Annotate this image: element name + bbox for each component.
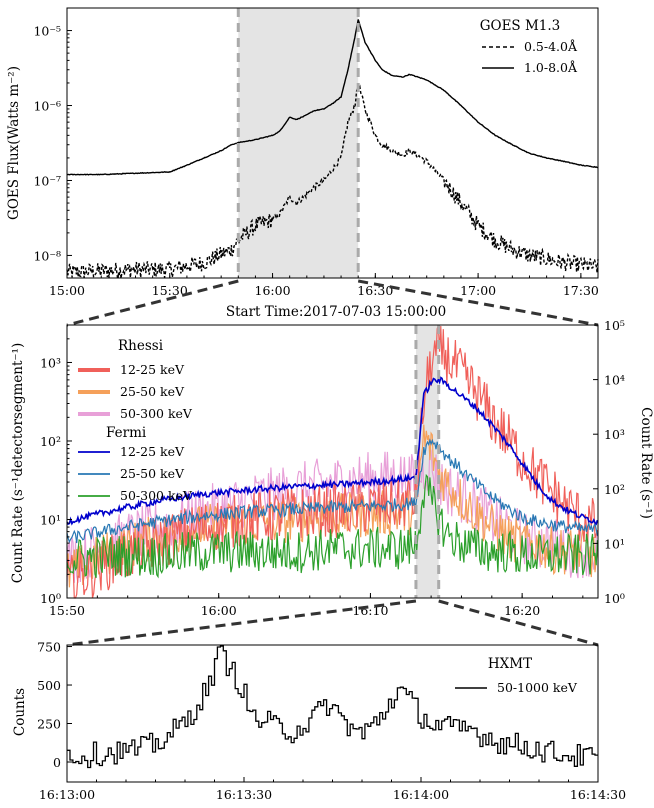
fermi-legend-label-3: 50-300 keV [120, 488, 193, 503]
zoom-connector-right-1 [357, 279, 599, 327]
goes-x-tick-2: 16:00 [255, 283, 291, 298]
goes-series-line-1 [66, 83, 599, 279]
goes-highlight-span [238, 8, 359, 278]
hxmt-panel: 16:13:00 16:13:30 16:14:00 16:14:30 0 250 500… [12, 640, 626, 802]
goes-x-tick-4: 17:00 [460, 283, 496, 298]
rhessi-x-tick-0: 15:50 [49, 603, 85, 618]
rhessi-fermi-series-line-5 [66, 438, 598, 544]
goes-panel: 15:00 15:30 16:00 16:30 17:00 17:30 10⁻⁸10⁻⁷1… [6, 7, 599, 320]
hxmt-x-tick-1: 16:13:30 [216, 787, 272, 802]
goes-x-axis-label: Start Time:2017-07-03 15:00:00 [226, 304, 446, 320]
fermi-y-tick-0: 10⁰ [604, 591, 625, 606]
fermi-y-tick-3: 10³ [604, 427, 625, 442]
rhessi-legend-group-title: Rhessi [118, 338, 164, 354]
goes-x-tick-0: 15:00 [49, 283, 85, 298]
rhessi-fermi-right-y-axis-label: Count Rate (s⁻¹) [638, 407, 654, 519]
hxmt-x-tick-2: 16:14:00 [393, 787, 449, 802]
fermi-legend-group-title: Fermi [106, 425, 147, 441]
fermi-legend-label-2: 25-50 keV [120, 466, 185, 481]
goes-x-ticks: 15:00 15:30 16:00 16:30 17:00 17:30 [49, 273, 599, 298]
hxmt-y-axis-label: Counts [12, 688, 28, 736]
goes-y-ticks: 10⁻⁸ 10⁻⁷ 10⁻⁶ 10⁻⁵ [33, 24, 72, 263]
goes-series-line-2 [66, 19, 599, 176]
rhessi-fermi-right-y-ticks: 10⁰ 10¹ 10² 10³ 10⁴ 10⁵ [593, 318, 625, 606]
rhessi-legend-label-2: 25-50 keV [120, 384, 185, 399]
hxmt-x-tick-3: 16:14:30 [570, 787, 626, 802]
rhessi-fermi-legend: Rhessi 12-25 keV 25-50 keV 50-300 keV Fermi 1… [78, 338, 193, 503]
hxmt-y-tick-1: 250 [37, 717, 61, 732]
hxmt-x-tick-0: 16:13:00 [39, 787, 95, 802]
rhessi-fermi-left-y-ticks: 10⁰ 10¹ 10² 10³ [40, 338, 72, 606]
hxmt-series-line [67, 645, 598, 769]
goes-y-axis-label: GOES Flux(Watts m⁻²) [6, 66, 22, 220]
goes-x-tick-5: 17:30 [563, 283, 599, 298]
goes-legend-label-1: 0.5-4.0Å [524, 39, 578, 54]
hxmt-legend-label: 50-1000 keV [497, 680, 578, 695]
hxmt-y-tick-0: 0 [53, 755, 61, 770]
rhessi-x-tick-3: 16:20 [504, 603, 540, 618]
rhessi-y-tick-3: 10³ [40, 355, 61, 370]
fermi-y-tick-4: 10⁴ [604, 373, 625, 388]
goes-legend-title: GOES M1.3 [480, 18, 561, 34]
goes-y-tick-3: 10⁻⁵ [33, 24, 61, 39]
rhessi-fermi-y-axis-label: Count Rate (s⁻¹detectorsegment⁻¹) [10, 343, 26, 583]
hxmt-y-tick-2: 500 [37, 678, 61, 693]
rhessi-fermi-series-line-4 [66, 376, 599, 526]
hxmt-y-tick-3: 750 [37, 640, 61, 655]
fermi-legend-label-1: 12-25 keV [120, 444, 185, 459]
rhessi-fermi-series [66, 325, 599, 599]
rhessi-legend-label-1: 12-25 keV [120, 362, 185, 377]
goes-series [66, 19, 599, 279]
rhessi-fermi-highlight-span [415, 325, 439, 598]
goes-x-tick-1: 15:30 [152, 283, 188, 298]
rhessi-fermi-frame [66, 324, 599, 599]
zoom-connector-left-2 [66, 599, 417, 647]
hxmt-legend-title: HXMT [488, 656, 532, 672]
goes-y-tick-2: 10⁻⁶ [33, 99, 61, 114]
rhessi-fermi-series-line-6 [66, 473, 598, 579]
rhessi-y-tick-0: 10⁰ [40, 591, 61, 606]
goes-y-tick-1: 10⁻⁷ [33, 173, 61, 188]
zoom-connector-right-2 [438, 599, 599, 647]
rhessi-y-tick-2: 10² [40, 434, 61, 449]
goes-y-tick-0: 10⁻⁸ [33, 248, 61, 263]
goes-x-tick-3: 16:30 [357, 283, 393, 298]
goes-frame [66, 7, 599, 279]
fermi-y-tick-5: 10⁵ [604, 318, 625, 333]
rhessi-x-tick-1: 16:00 [201, 603, 237, 618]
hxmt-x-ticks: 16:13:00 16:13:30 16:14:00 16:14:30 [39, 777, 626, 802]
fermi-y-tick-2: 10² [604, 482, 625, 497]
fermi-y-tick-1: 10¹ [604, 536, 625, 551]
rhessi-legend-label-3: 50-300 keV [120, 406, 193, 421]
hxmt-y-ticks: 0 250 500 750 [37, 640, 72, 770]
goes-legend-label-2: 1.0-8.0Å [524, 60, 578, 75]
hxmt-series [67, 645, 598, 769]
zoom-connector-left-1 [66, 279, 239, 327]
rhessi-y-tick-1: 10¹ [40, 512, 61, 527]
